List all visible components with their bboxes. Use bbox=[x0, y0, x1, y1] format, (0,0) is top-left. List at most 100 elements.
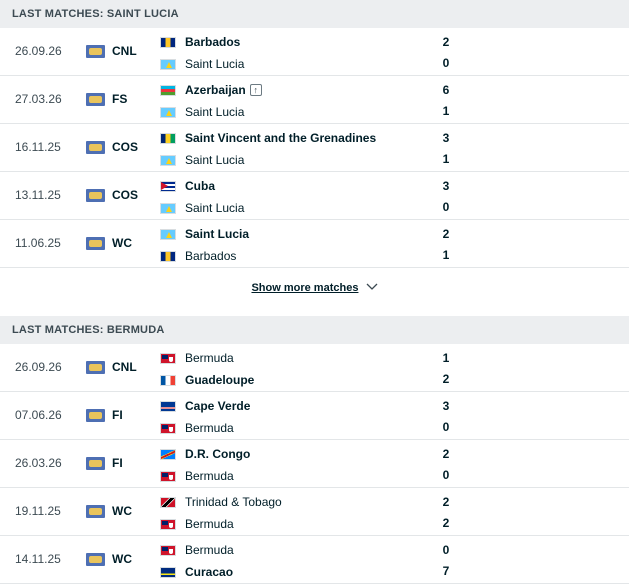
away-team: Saint Lucia bbox=[160, 200, 244, 216]
chevron-down-icon[interactable] bbox=[366, 268, 378, 308]
away-score: 0 bbox=[442, 468, 450, 482]
up-arrow-info-icon[interactable]: ↑ bbox=[249, 84, 262, 96]
away-score: 1 bbox=[442, 152, 450, 166]
world-flag-icon bbox=[86, 505, 105, 518]
home-team-name: Saint Vincent and the Grenadines bbox=[185, 131, 377, 145]
away-team: Barbados bbox=[160, 248, 236, 264]
home-team: Trinidad & Tobago bbox=[160, 494, 282, 510]
away-team-name: Curacao bbox=[185, 565, 234, 579]
home-score: 6 bbox=[442, 83, 450, 97]
match-date: 19.11.25 bbox=[15, 504, 61, 518]
match-date: 26.03.26 bbox=[15, 456, 62, 470]
trinidad-tobago-flag-icon bbox=[160, 496, 176, 508]
guadeloupe-flag-icon bbox=[160, 374, 176, 386]
dr-congo-flag-icon bbox=[160, 448, 176, 460]
show-more-label[interactable]: Show more matches bbox=[251, 282, 359, 294]
match-row[interactable]: 26.09.26 CNL Bermuda Guadeloupe 1 2 bbox=[0, 344, 629, 392]
world-flag-icon bbox=[86, 141, 105, 154]
league-code: CNL bbox=[112, 360, 137, 374]
world-flag-icon bbox=[86, 361, 105, 374]
match-date: 13.11.25 bbox=[15, 188, 61, 202]
cuba-flag-icon bbox=[160, 180, 176, 192]
bermuda-flag-icon bbox=[160, 352, 176, 364]
saint-lucia-flag-icon bbox=[160, 106, 176, 118]
home-team-name: Cuba bbox=[185, 179, 215, 193]
league-code: FI bbox=[112, 408, 123, 422]
match-row[interactable]: 14.11.25 WC Bermuda Curacao 0 7 bbox=[0, 536, 629, 584]
section-bermuda: LAST MATCHES: BERMUDA 26.09.26 CNL Bermu… bbox=[0, 316, 629, 584]
away-team: Guadeloupe bbox=[160, 372, 254, 388]
show-more-matches[interactable]: Show more matches bbox=[0, 268, 629, 312]
away-team-name: Bermuda bbox=[185, 421, 234, 435]
home-team: Cape Verde bbox=[160, 398, 250, 414]
league-code: WC bbox=[112, 552, 132, 566]
home-score: 2 bbox=[442, 495, 450, 509]
home-team-name: Saint Lucia bbox=[185, 227, 250, 241]
home-score: 2 bbox=[442, 447, 450, 461]
saint-lucia-flag-icon bbox=[160, 58, 176, 70]
home-team: Azerbaijan ↑ bbox=[160, 82, 262, 98]
world-flag-icon bbox=[86, 93, 105, 106]
match-row[interactable]: 07.06.26 FI Cape Verde Bermuda 3 0 bbox=[0, 392, 629, 440]
section-header: LAST MATCHES: SAINT LUCIA bbox=[0, 0, 629, 28]
home-score: 2 bbox=[442, 35, 450, 49]
match-row[interactable]: 19.11.25 WC Trinidad & Tobago Bermuda 2 … bbox=[0, 488, 629, 536]
bermuda-flag-icon bbox=[160, 422, 176, 434]
bermuda-flag-icon bbox=[160, 518, 176, 530]
league-code: COS bbox=[112, 188, 139, 202]
away-team-name: Barbados bbox=[185, 249, 237, 263]
league-code: CNL bbox=[112, 44, 137, 58]
barbados-flag-icon bbox=[160, 250, 176, 262]
home-team: Barbados bbox=[160, 34, 240, 50]
home-score: 3 bbox=[442, 179, 450, 193]
away-team: Bermuda bbox=[160, 516, 234, 532]
home-team: Bermuda bbox=[160, 350, 234, 366]
saint-lucia-flag-icon bbox=[160, 202, 176, 214]
away-score: 2 bbox=[442, 516, 450, 530]
home-score: 0 bbox=[442, 543, 450, 557]
match-date: 11.06.25 bbox=[15, 236, 61, 250]
match-row[interactable]: 26.09.26 CNL Barbados Saint Lucia 2 0 bbox=[0, 28, 629, 76]
barbados-flag-icon bbox=[160, 36, 176, 48]
world-flag-icon bbox=[86, 457, 105, 470]
away-score: 0 bbox=[442, 420, 450, 434]
home-team: Cuba bbox=[160, 178, 215, 194]
bermuda-flag-icon bbox=[160, 544, 176, 556]
match-row[interactable]: 16.11.25 COS Saint Vincent and the Grena… bbox=[0, 124, 629, 172]
home-score: 3 bbox=[442, 131, 450, 145]
away-team-name: Saint Lucia bbox=[185, 153, 245, 167]
bermuda-flag-icon bbox=[160, 470, 176, 482]
away-team-name: Saint Lucia bbox=[185, 57, 245, 71]
home-team: Saint Vincent and the Grenadines bbox=[160, 130, 376, 146]
away-team: Saint Lucia bbox=[160, 104, 244, 120]
away-team: Saint Lucia bbox=[160, 152, 244, 168]
away-team-name: Bermuda bbox=[185, 469, 234, 483]
away-team: Curacao bbox=[160, 564, 233, 580]
section-header: LAST MATCHES: BERMUDA bbox=[0, 316, 629, 344]
home-team: Bermuda bbox=[160, 542, 234, 558]
azerbaijan-flag-icon bbox=[160, 84, 176, 96]
match-date: 27.03.26 bbox=[15, 92, 62, 106]
away-team: Bermuda bbox=[160, 420, 234, 436]
home-team: D.R. Congo bbox=[160, 446, 250, 462]
saint-lucia-flag-icon bbox=[160, 154, 176, 166]
match-date: 26.09.26 bbox=[15, 360, 62, 374]
league-code: WC bbox=[112, 504, 132, 518]
away-team: Bermuda bbox=[160, 468, 234, 484]
match-row[interactable]: 13.11.25 COS Cuba Saint Lucia 3 0 bbox=[0, 172, 629, 220]
match-row[interactable]: 27.03.26 FS Azerbaijan ↑ Saint Lucia 6 1 bbox=[0, 76, 629, 124]
away-team-name: Guadeloupe bbox=[185, 373, 255, 387]
away-score: 1 bbox=[442, 248, 450, 262]
away-score: 0 bbox=[442, 56, 450, 70]
match-row[interactable]: 26.03.26 FI D.R. Congo Bermuda 2 0 bbox=[0, 440, 629, 488]
home-team-name: Bermuda bbox=[185, 351, 234, 365]
cape-verde-flag-icon bbox=[160, 400, 176, 412]
away-score: 0 bbox=[442, 200, 450, 214]
saint-vincent-flag-icon bbox=[160, 132, 176, 144]
away-score: 2 bbox=[442, 372, 450, 386]
home-score: 3 bbox=[442, 399, 450, 413]
world-flag-icon bbox=[86, 237, 105, 250]
section-saint-lucia: LAST MATCHES: SAINT LUCIA 26.09.26 CNL B… bbox=[0, 0, 629, 312]
match-row[interactable]: 11.06.25 WC Saint Lucia Barbados 2 1 bbox=[0, 220, 629, 268]
home-team-name: Azerbaijan bbox=[185, 83, 246, 97]
